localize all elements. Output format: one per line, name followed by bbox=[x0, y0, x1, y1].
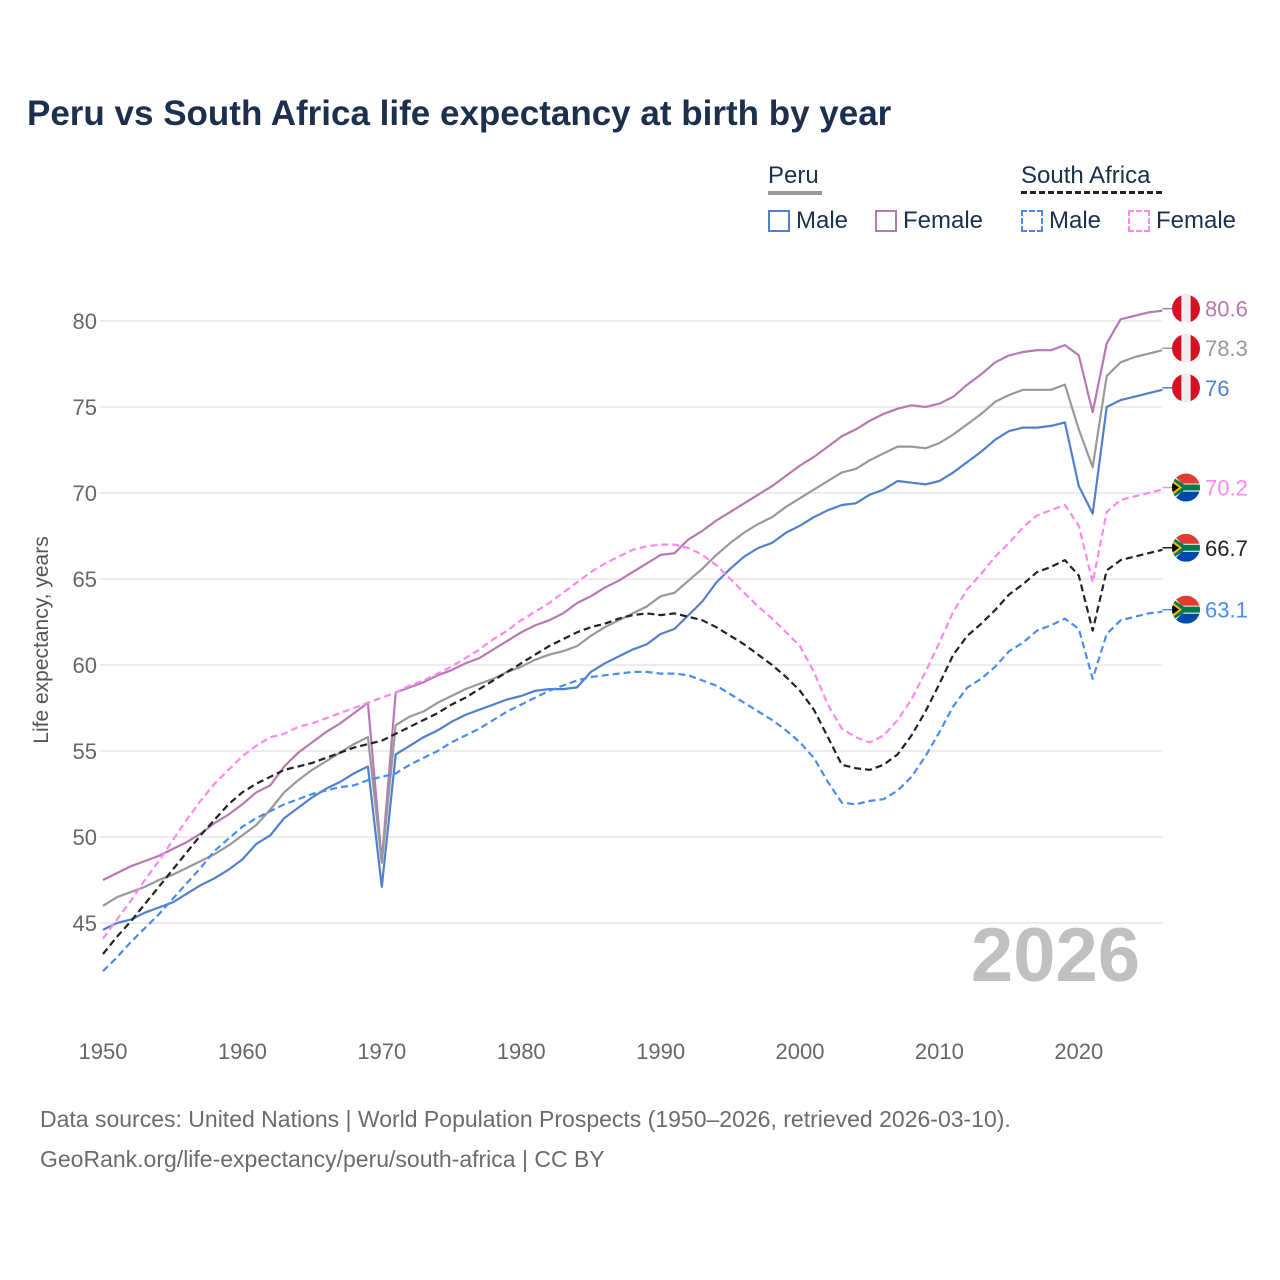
legend-peru-title: Peru bbox=[768, 162, 819, 189]
peru-flag-icon bbox=[1172, 373, 1200, 402]
x-tick-label: 1960 bbox=[218, 1039, 267, 1064]
legend-swatch bbox=[1021, 210, 1043, 232]
y-tick-label: 60 bbox=[73, 653, 97, 678]
peru-flag-icon bbox=[1172, 334, 1200, 363]
footer-link[interactable]: GeoRank.org/life-expectancy/peru/south-a… bbox=[40, 1146, 605, 1172]
x-tick-label: 2010 bbox=[915, 1039, 964, 1064]
legend-south-africa-title: South Africa bbox=[1021, 162, 1151, 189]
y-tick-label: 45 bbox=[73, 911, 97, 936]
series-line-peru-male bbox=[102, 388, 1163, 931]
end-value-label: 70.2 bbox=[1205, 476, 1248, 501]
x-tick-label: 2000 bbox=[776, 1039, 825, 1064]
end-value-label: 78.3 bbox=[1205, 336, 1248, 361]
x-tick-label: 1950 bbox=[79, 1039, 128, 1064]
end-value-label: 66.7 bbox=[1205, 536, 1248, 561]
legend-peru-female[interactable]: Female bbox=[875, 207, 983, 235]
series-line-south-africa-female bbox=[102, 488, 1163, 940]
y-tick-label: 75 bbox=[73, 395, 97, 420]
legend-label: Male bbox=[796, 207, 849, 234]
south-africa-flag-icon bbox=[1172, 533, 1200, 562]
x-tick-label: 1990 bbox=[636, 1039, 685, 1064]
peru-flag-icon bbox=[1172, 294, 1200, 323]
south-africa-flag-icon bbox=[1172, 473, 1200, 502]
y-tick-label: 55 bbox=[73, 739, 97, 764]
y-tick-label: 80 bbox=[73, 309, 97, 334]
end-value-label: 76 bbox=[1205, 376, 1229, 401]
x-tick-label: 2020 bbox=[1054, 1039, 1103, 1064]
south-africa-flag-icon bbox=[1172, 595, 1200, 624]
series-line-peru-female bbox=[102, 309, 1163, 881]
series-line-south-africa bbox=[102, 548, 1163, 955]
legend-peru-line bbox=[768, 191, 822, 195]
legend-peru-male[interactable]: Male bbox=[768, 207, 848, 235]
footer-sources: Data sources: United Nations | World Pop… bbox=[40, 1106, 1011, 1132]
legend-south-africa-line bbox=[1021, 191, 1162, 194]
end-value-label: 63.1 bbox=[1205, 598, 1248, 623]
series-line-south-africa-male bbox=[102, 610, 1163, 972]
legend-swatch bbox=[875, 210, 897, 232]
y-tick-label: 50 bbox=[73, 825, 97, 850]
legend-label: Male bbox=[1049, 207, 1102, 234]
x-tick-label: 1970 bbox=[357, 1039, 406, 1064]
end-value-label: 80.6 bbox=[1205, 297, 1248, 322]
year-watermark: 2026 bbox=[970, 913, 1140, 998]
legend-swatch bbox=[768, 210, 790, 232]
series-line-peru bbox=[102, 349, 1163, 907]
y-tick-label: 65 bbox=[73, 567, 97, 592]
legend-swatch bbox=[1128, 210, 1150, 232]
legend-label: Female bbox=[1156, 207, 1237, 234]
legend-sa-male[interactable]: Male bbox=[1021, 207, 1101, 235]
legend-label: Female bbox=[903, 207, 984, 234]
x-tick-label: 1980 bbox=[497, 1039, 546, 1064]
chart-title: Peru vs South Africa life expectancy at … bbox=[27, 94, 892, 133]
legend-sa-female[interactable]: Female bbox=[1128, 207, 1236, 235]
y-tick-label: 70 bbox=[73, 481, 97, 506]
